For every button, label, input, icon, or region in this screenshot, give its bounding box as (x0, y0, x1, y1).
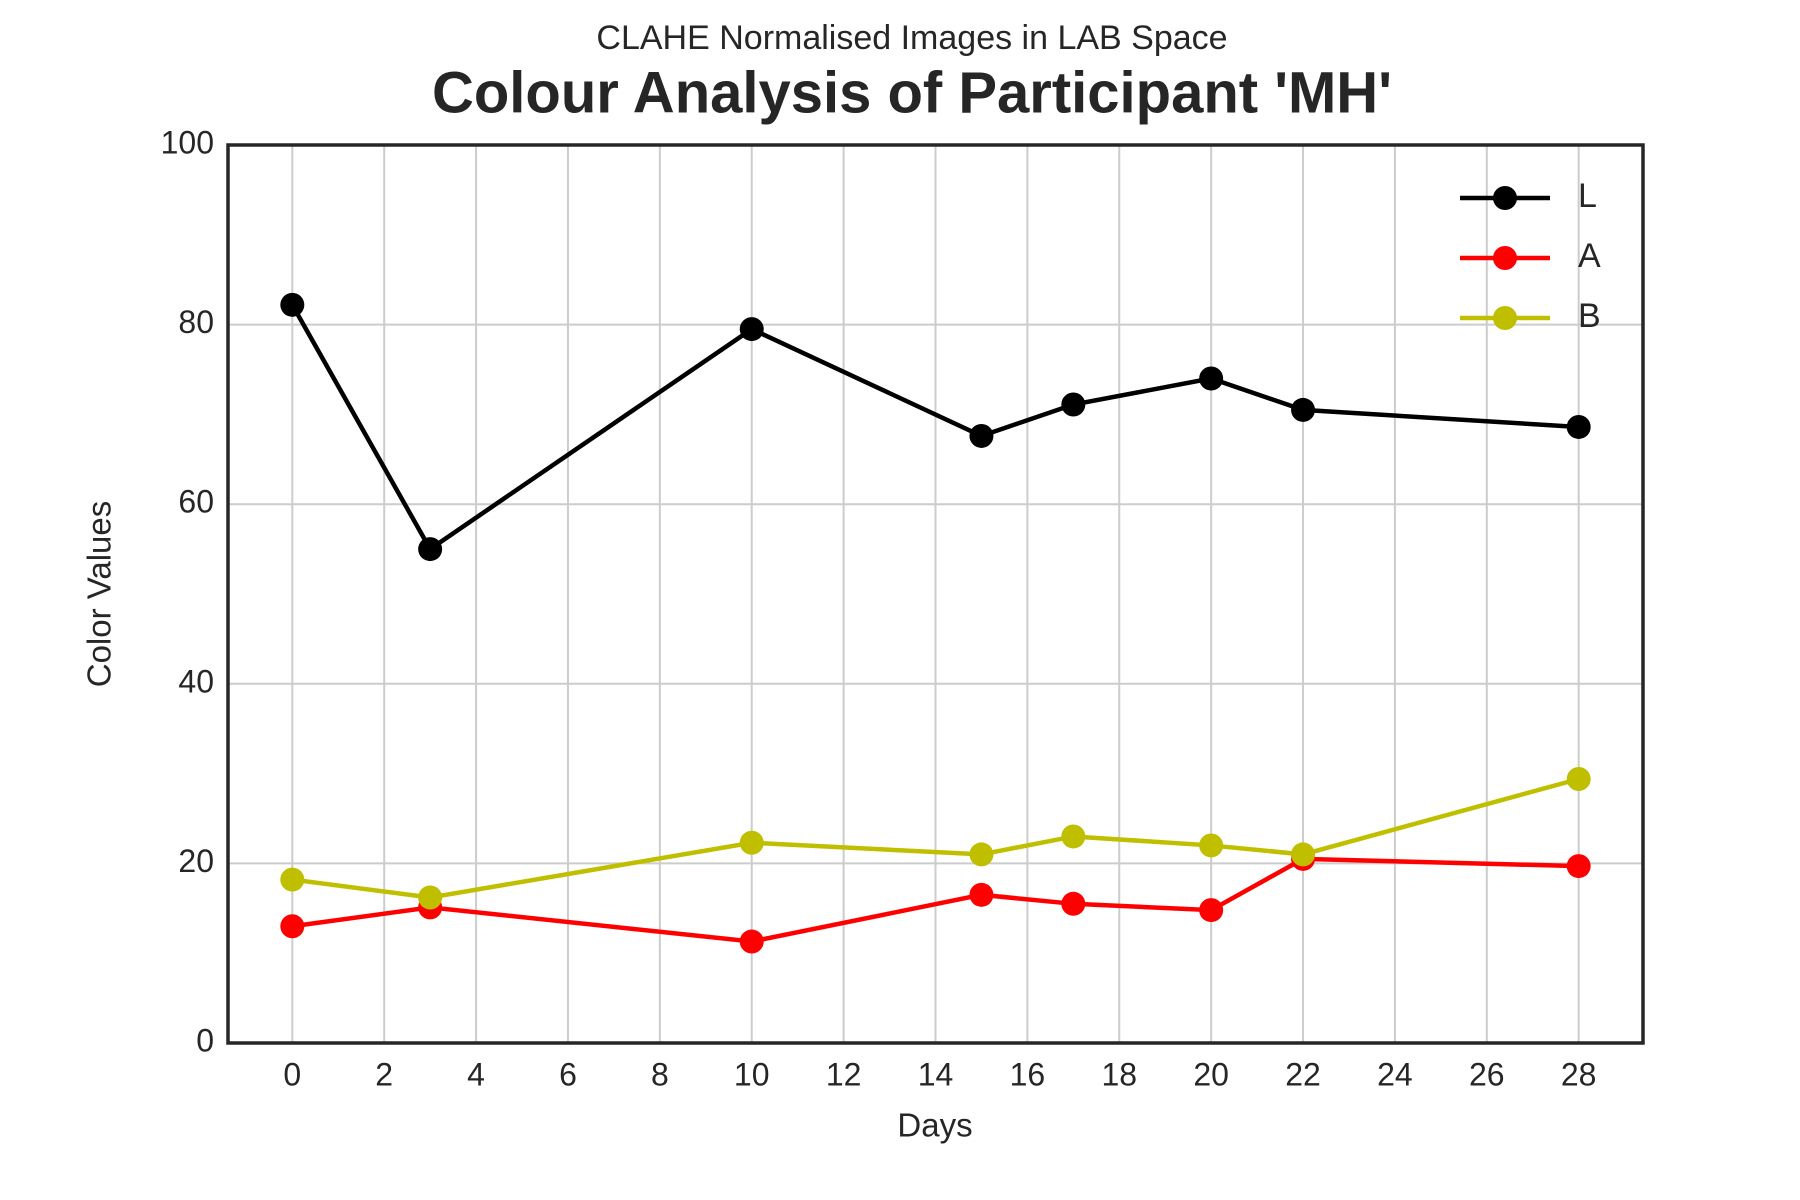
point (739, 317, 764, 342)
x-tick-label: 18 (1101, 1056, 1137, 1092)
point (739, 929, 764, 954)
legend-marker (1493, 186, 1517, 210)
point (1199, 833, 1224, 858)
x-tick-label: 2 (375, 1056, 393, 1092)
x-tick-label: 22 (1285, 1056, 1321, 1092)
chart-title: Colour Analysis of Participant 'MH' (432, 60, 1392, 125)
y-tick-label: 0 (196, 1022, 214, 1058)
series-line (290, 303, 1579, 553)
point (1199, 366, 1224, 391)
x-tick-label: 24 (1377, 1056, 1413, 1092)
point (418, 885, 443, 910)
y-tick-label: 80 (178, 304, 214, 340)
y-tick-label: 100 (161, 124, 214, 160)
point (1061, 824, 1086, 849)
point (1566, 854, 1591, 879)
point (969, 882, 994, 907)
plot-frame (226, 143, 1645, 1045)
x-axis-label: Days (897, 1107, 972, 1144)
x-tick-label: 16 (1010, 1056, 1046, 1092)
x-tick-label: 14 (918, 1056, 954, 1092)
point (1566, 414, 1591, 439)
y-tick-label: 40 (178, 663, 214, 699)
y-tick-label: 60 (178, 484, 214, 520)
legend-marker (1493, 306, 1517, 330)
point (1566, 766, 1591, 791)
point (1291, 842, 1316, 867)
x-tick-label: 6 (559, 1056, 577, 1092)
x-tick-label: 10 (734, 1056, 770, 1092)
point (280, 867, 305, 892)
x-tick-label: 20 (1193, 1056, 1229, 1092)
point (1199, 898, 1224, 923)
x-tick-label: 26 (1469, 1056, 1505, 1092)
y-tick-label: 20 (178, 843, 214, 879)
legend-label: B (1578, 297, 1601, 335)
x-tick-label: 12 (826, 1056, 862, 1092)
point (280, 292, 305, 317)
point (1061, 392, 1086, 417)
legend-label: A (1578, 237, 1601, 275)
point (739, 830, 764, 855)
series-line (292, 856, 1579, 944)
x-tick-label: 4 (467, 1056, 485, 1092)
x-tick-label: 8 (651, 1056, 669, 1092)
legend-marker (1493, 246, 1517, 270)
point (969, 842, 994, 867)
series-line (292, 776, 1580, 900)
point (418, 537, 443, 562)
x-tick-label: 0 (283, 1056, 301, 1092)
legend-label: L (1578, 177, 1597, 215)
point (969, 423, 994, 448)
chart-subtitle: CLAHE Normalised Images in LAB Space (596, 19, 1227, 57)
x-tick-label: 28 (1561, 1056, 1597, 1092)
point (280, 914, 305, 939)
y-axis-label: Color Values (81, 501, 118, 687)
point (1061, 891, 1086, 916)
point (1291, 397, 1316, 422)
